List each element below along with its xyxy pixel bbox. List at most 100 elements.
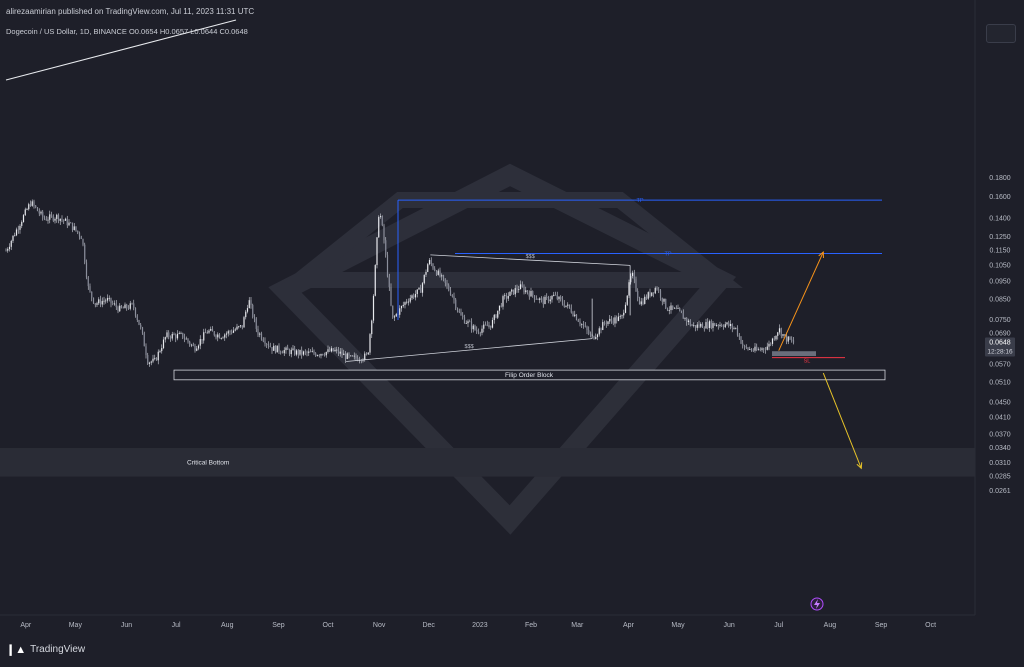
- candle: [225, 331, 228, 339]
- candle-body: [315, 353, 317, 356]
- symbol-legend[interactable]: Dogecoin / US Dollar, 1D, BINANCE O0.065…: [6, 27, 248, 36]
- candle-body: [614, 317, 616, 324]
- candle: [185, 336, 187, 340]
- candle: [423, 274, 425, 285]
- candle-body: [29, 204, 32, 206]
- candle-body: [633, 272, 635, 280]
- time-axis[interactable]: Apr May Jun Jul Aug Sep Oct Nov Dec 2023 Feb Mar Apr…: [0, 614, 975, 629]
- candle-body: [787, 336, 789, 342]
- candle-body: [245, 311, 247, 318]
- candle-body: [218, 334, 221, 339]
- candle: [120, 305, 123, 309]
- candle-body: [243, 317, 245, 328]
- candle-body: [649, 292, 651, 296]
- candle: [677, 304, 679, 309]
- candle-body: [439, 270, 441, 277]
- candle: [218, 333, 221, 339]
- candle-body: [8, 246, 11, 250]
- candle: [754, 342, 756, 353]
- candle: [542, 296, 544, 308]
- candle: [504, 293, 506, 300]
- candle: [476, 326, 478, 334]
- candle: [474, 324, 476, 331]
- candle: [334, 347, 336, 352]
- candle-body: [92, 297, 95, 304]
- candle-body: [157, 351, 159, 361]
- candle-body: [385, 240, 387, 255]
- tradingview-brand[interactable]: ❙▲ TradingView: [6, 643, 85, 656]
- candle-body: [474, 325, 476, 330]
- candle: [105, 298, 107, 304]
- candle: [756, 343, 758, 352]
- candle: [246, 304, 249, 314]
- candle-body: [458, 310, 460, 313]
- candle-body: [740, 336, 742, 344]
- last-price-tag[interactable]: [985, 337, 1015, 357]
- candle: [477, 328, 480, 335]
- candle: [376, 237, 378, 269]
- candle: [68, 219, 70, 227]
- time-tick-label: Feb: [525, 622, 537, 629]
- candle: [283, 347, 285, 357]
- candle-body: [208, 330, 210, 333]
- candle-body: [745, 346, 747, 348]
- candle: [607, 321, 609, 326]
- candle-body: [318, 355, 320, 357]
- candle-body: [113, 303, 116, 305]
- candle: [131, 302, 133, 305]
- candle-body: [623, 312, 625, 316]
- candle-body: [327, 349, 329, 352]
- candle: [656, 286, 658, 291]
- candle: [596, 333, 599, 341]
- candle: [605, 320, 607, 328]
- candle: [190, 343, 193, 348]
- candle-body: [694, 325, 697, 328]
- time-tick-label: Jul: [172, 622, 181, 629]
- chart-settings-button[interactable]: [986, 24, 1016, 43]
- candle: [122, 306, 124, 309]
- candle-body: [791, 339, 793, 341]
- candle: [735, 327, 737, 330]
- candle: [330, 346, 333, 353]
- candle-body: [490, 325, 492, 328]
- candle: [136, 314, 138, 323]
- candle-body: [40, 211, 42, 214]
- candle-body: [168, 332, 170, 337]
- candle: [495, 313, 497, 319]
- entry-box[interactable]: [772, 351, 816, 357]
- candle-body: [556, 294, 558, 300]
- candle: [521, 281, 523, 288]
- candle: [470, 318, 473, 333]
- candle: [668, 306, 670, 315]
- order-block-zone[interactable]: [173, 369, 886, 381]
- candle-body: [616, 317, 618, 321]
- candle-body: [351, 355, 354, 357]
- candle-body: [311, 351, 313, 353]
- candle-body: [477, 331, 480, 333]
- price-tick-label: 0.1050: [989, 262, 1011, 269]
- price-axis[interactable]: 0.1800 0.1600 0.1400 0.1250 0.1150 0.1050 0.09…: [974, 0, 1015, 615]
- candle: [322, 353, 324, 356]
- price-tick-label: 0.0570: [989, 361, 1011, 368]
- candle: [584, 322, 586, 328]
- candle-body: [406, 301, 408, 303]
- candle-body: [572, 312, 574, 317]
- candle: [43, 215, 46, 221]
- candle: [318, 354, 320, 358]
- candle: [372, 294, 375, 324]
- candle: [106, 294, 109, 303]
- candle: [680, 310, 683, 314]
- candle: [203, 328, 205, 344]
- candle: [224, 333, 226, 341]
- candle: [313, 349, 315, 356]
- candle-body: [162, 339, 165, 349]
- candle-body: [66, 218, 68, 226]
- candle: [38, 208, 40, 217]
- candle-body: [131, 303, 133, 305]
- candle-body: [246, 308, 249, 312]
- candle: [472, 324, 474, 333]
- candle-body: [684, 317, 686, 319]
- candle: [12, 235, 14, 243]
